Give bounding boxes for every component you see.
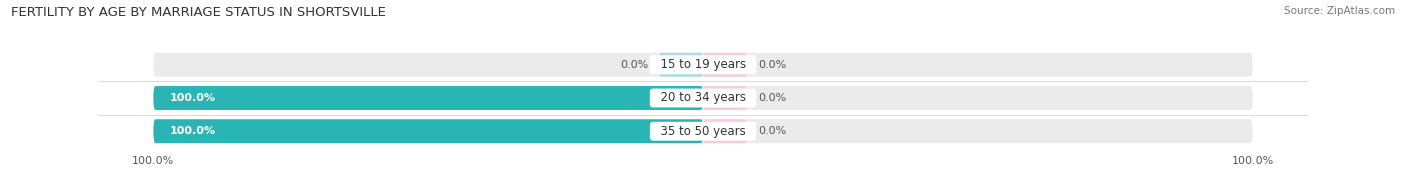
Text: 0.0%: 0.0% bbox=[758, 126, 786, 136]
FancyBboxPatch shape bbox=[153, 86, 1253, 110]
Text: 0.0%: 0.0% bbox=[758, 60, 786, 70]
Text: 100.0%: 100.0% bbox=[170, 126, 217, 136]
Text: 0.0%: 0.0% bbox=[758, 93, 786, 103]
FancyBboxPatch shape bbox=[703, 119, 747, 143]
Text: FERTILITY BY AGE BY MARRIAGE STATUS IN SHORTSVILLE: FERTILITY BY AGE BY MARRIAGE STATUS IN S… bbox=[11, 6, 387, 19]
Text: 100.0%: 100.0% bbox=[170, 93, 217, 103]
FancyBboxPatch shape bbox=[659, 53, 703, 77]
FancyBboxPatch shape bbox=[153, 119, 703, 143]
FancyBboxPatch shape bbox=[153, 86, 703, 110]
FancyBboxPatch shape bbox=[703, 53, 747, 77]
FancyBboxPatch shape bbox=[153, 53, 1253, 77]
Text: Source: ZipAtlas.com: Source: ZipAtlas.com bbox=[1284, 6, 1395, 16]
FancyBboxPatch shape bbox=[703, 86, 747, 110]
Text: 15 to 19 years: 15 to 19 years bbox=[652, 58, 754, 71]
Text: 35 to 50 years: 35 to 50 years bbox=[652, 125, 754, 138]
FancyBboxPatch shape bbox=[153, 119, 1253, 143]
Text: 0.0%: 0.0% bbox=[620, 60, 648, 70]
Text: 20 to 34 years: 20 to 34 years bbox=[652, 92, 754, 104]
